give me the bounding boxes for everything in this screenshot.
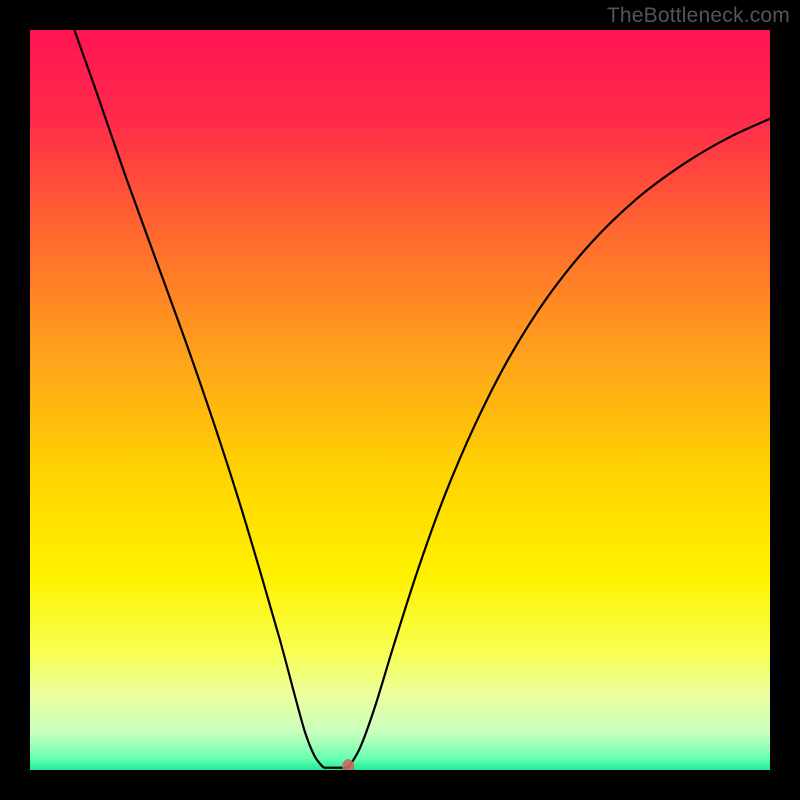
bottleneck-curve: [74, 30, 770, 768]
chart-container: TheBottleneck.com: [0, 0, 800, 800]
curve-layer: [30, 30, 770, 770]
watermark-text: TheBottleneck.com: [607, 4, 790, 28]
plot-area: [30, 30, 770, 770]
